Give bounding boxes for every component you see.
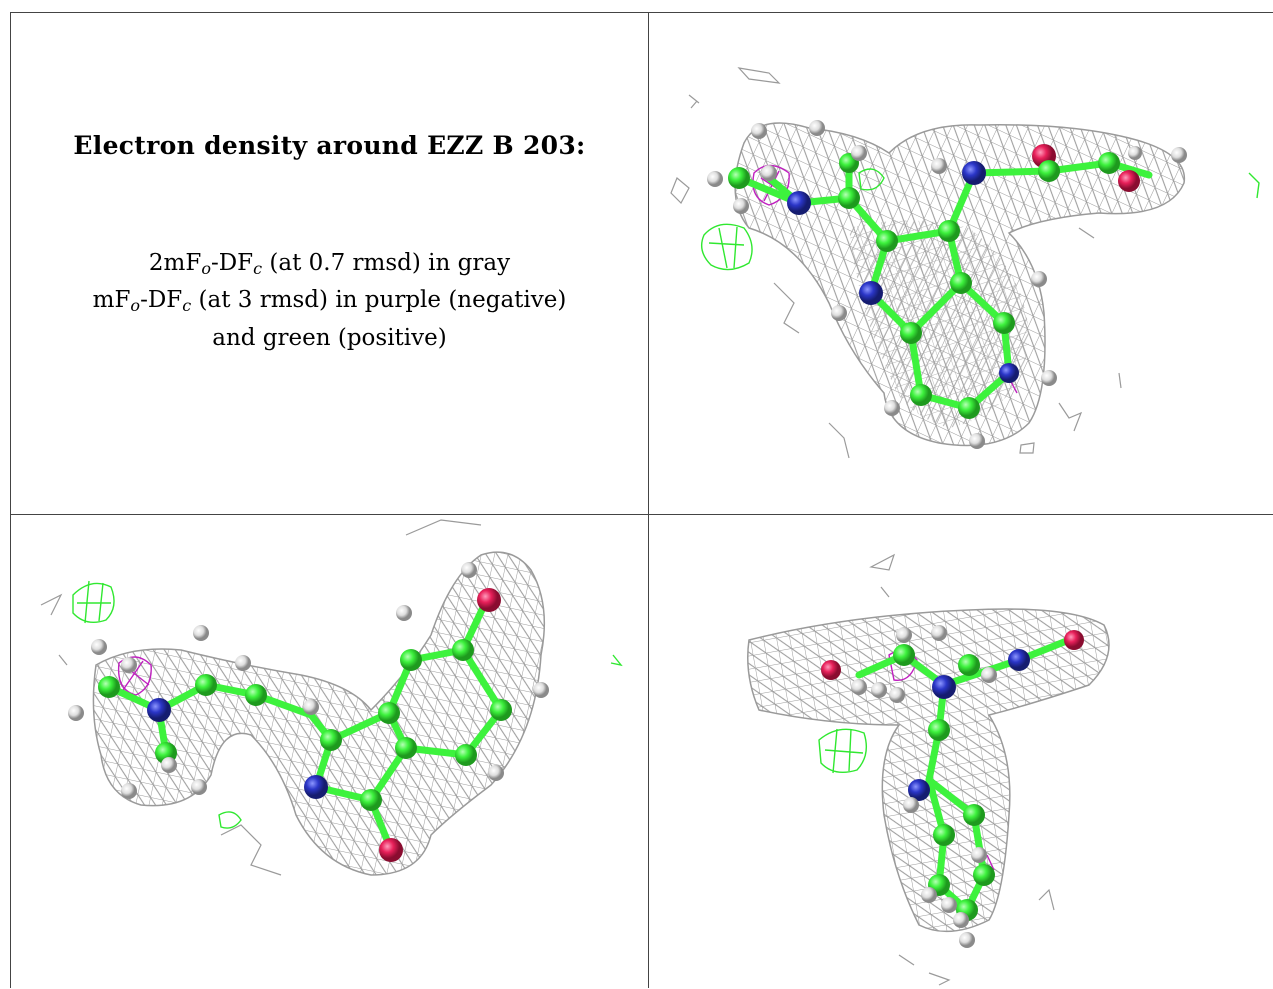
density-view-bottom-right: [649, 515, 1273, 989]
molecule-render-bottom-left: [40, 519, 623, 876]
caption-difference-map-line: mFo-DFc (at 3 rmsd) in purple (negative): [11, 287, 648, 315]
map-term-a-sub: o: [201, 259, 211, 278]
atoms: [68, 562, 549, 862]
table-border-top: [10, 12, 1273, 13]
map-description: (at 3 rmsd) in purple (negative): [191, 287, 567, 313]
caption-positive-line: and green (positive): [212, 325, 447, 351]
mesh-fragments: [670, 67, 1122, 459]
molecule-render-bottom-right: [747, 553, 1110, 986]
mesh-fragments: [40, 519, 482, 876]
positive-density: [72, 580, 623, 829]
atoms: [707, 120, 1187, 449]
caption-cell: Electron density around EZZ B 203: 2mFo-…: [11, 13, 648, 514]
table-border-center: [648, 12, 649, 988]
caption-title: Electron density around EZZ B 203:: [73, 131, 586, 160]
mesh-fragments: [869, 553, 1055, 986]
atoms: [821, 625, 1084, 948]
map-term-b: -DF: [210, 250, 254, 276]
density-view-bottom-left: [11, 515, 648, 989]
map-term-a: mF: [92, 287, 131, 313]
positive-density: [701, 168, 1260, 271]
map-term-b: -DF: [140, 287, 183, 313]
molecule-render-top-right: [670, 67, 1260, 459]
map-description: (at 0.7 rmsd) in gray: [262, 250, 511, 276]
table-border-middle: [10, 514, 1273, 515]
caption-gray-map-line: 2mFo-DFc (at 0.7 rmsd) in gray: [11, 250, 648, 278]
table-border-left: [10, 12, 11, 988]
map-term-a-sub: o: [130, 296, 141, 315]
density-view-top-right: [649, 13, 1273, 514]
map-term-a: 2mF: [148, 250, 202, 276]
map-term-b-sub: c: [182, 296, 192, 315]
density-mesh-inner: [849, 220, 1029, 428]
map-term-b-sub: c: [253, 259, 263, 278]
positive-density: [818, 728, 867, 774]
